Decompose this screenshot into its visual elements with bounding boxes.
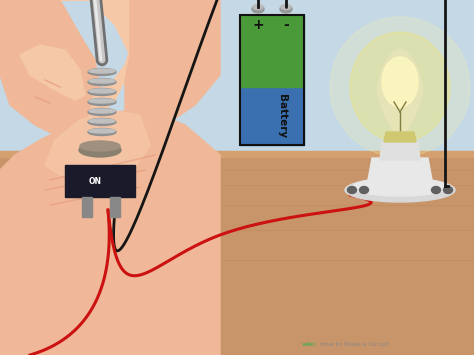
Ellipse shape [330, 17, 470, 157]
Polygon shape [0, 0, 100, 135]
Ellipse shape [444, 186, 453, 193]
Ellipse shape [350, 32, 450, 142]
Ellipse shape [345, 178, 455, 202]
Polygon shape [384, 132, 416, 142]
Text: How to Make a Circuit: How to Make a Circuit [320, 342, 389, 347]
Ellipse shape [88, 98, 116, 105]
Ellipse shape [281, 5, 291, 10]
Polygon shape [110, 197, 120, 217]
Ellipse shape [88, 69, 116, 76]
Ellipse shape [89, 129, 115, 133]
Ellipse shape [88, 129, 116, 136]
Ellipse shape [80, 141, 120, 151]
Polygon shape [0, 110, 220, 355]
Polygon shape [380, 142, 420, 160]
Ellipse shape [89, 109, 115, 113]
Ellipse shape [89, 89, 115, 93]
Text: wiki: wiki [302, 342, 316, 347]
Text: Battery: Battery [277, 94, 287, 138]
Text: ON: ON [89, 176, 101, 186]
Ellipse shape [88, 109, 116, 115]
Polygon shape [65, 165, 135, 197]
Polygon shape [125, 0, 220, 130]
Polygon shape [20, 45, 85, 100]
Polygon shape [240, 87, 304, 145]
Ellipse shape [88, 88, 116, 95]
Ellipse shape [431, 186, 440, 193]
Polygon shape [45, 110, 150, 175]
Ellipse shape [280, 5, 292, 13]
Ellipse shape [359, 186, 368, 193]
Ellipse shape [353, 178, 447, 196]
Ellipse shape [347, 186, 356, 193]
Polygon shape [368, 158, 432, 180]
Ellipse shape [89, 99, 115, 103]
Ellipse shape [89, 69, 115, 73]
Polygon shape [378, 50, 422, 134]
Ellipse shape [252, 5, 264, 13]
Ellipse shape [382, 57, 418, 107]
Ellipse shape [88, 119, 116, 126]
Ellipse shape [79, 143, 121, 157]
Polygon shape [0, 155, 474, 355]
Text: -: - [283, 18, 289, 32]
Polygon shape [82, 197, 92, 217]
Ellipse shape [88, 78, 116, 86]
Text: +: + [252, 18, 264, 32]
Polygon shape [240, 15, 304, 87]
Polygon shape [0, 0, 474, 155]
Polygon shape [60, 0, 135, 115]
Ellipse shape [89, 119, 115, 123]
Ellipse shape [89, 79, 115, 83]
Ellipse shape [253, 5, 263, 10]
